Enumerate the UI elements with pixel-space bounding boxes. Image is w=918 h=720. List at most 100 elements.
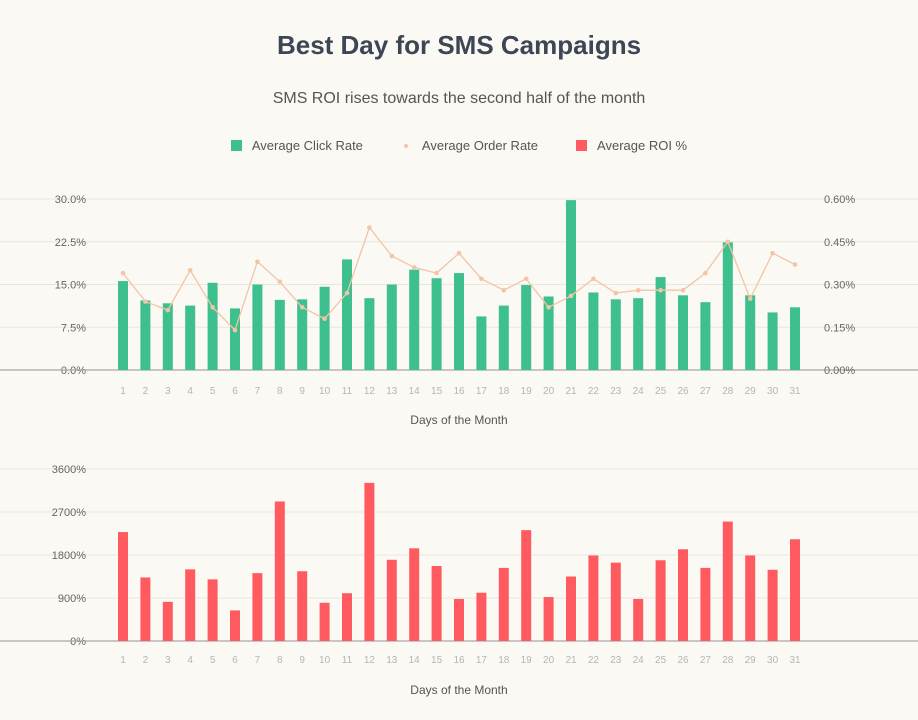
y-tick-label: 2700% bbox=[52, 507, 86, 519]
order-rate-point bbox=[344, 290, 350, 296]
bar bbox=[386, 284, 397, 370]
x-tick-label: 8 bbox=[277, 655, 283, 666]
bar bbox=[431, 278, 442, 370]
bar bbox=[118, 281, 128, 370]
x-tick-label: 26 bbox=[677, 655, 689, 666]
bar bbox=[476, 592, 487, 641]
y2-tick-label: 0.15% bbox=[824, 322, 855, 334]
order-rate-point bbox=[165, 307, 171, 313]
order-rate-point bbox=[411, 265, 417, 270]
x-tick-label: 27 bbox=[700, 386, 712, 397]
x-tick-label: 25 bbox=[655, 386, 667, 397]
bar bbox=[700, 302, 711, 370]
bar bbox=[431, 565, 442, 641]
order-rate-point bbox=[568, 293, 574, 299]
x-tick-label: 22 bbox=[588, 655, 600, 666]
bar bbox=[610, 562, 621, 641]
x-tick-label: 10 bbox=[319, 655, 331, 666]
order-rate-point bbox=[613, 290, 619, 296]
y-tick-label: 0.0% bbox=[61, 365, 86, 377]
x-tick-label: 22 bbox=[588, 386, 600, 397]
bar bbox=[454, 598, 464, 641]
bar bbox=[364, 298, 375, 370]
bar bbox=[140, 577, 151, 641]
y-tick-label: 0% bbox=[70, 636, 86, 648]
x-tick-label: 21 bbox=[565, 386, 577, 397]
x-tick-label: 27 bbox=[700, 655, 712, 666]
y-tick-label: 3600% bbox=[52, 464, 86, 476]
x-tick-label: 30 bbox=[767, 655, 779, 666]
order-rate-point bbox=[322, 316, 327, 322]
legend-swatch-roi bbox=[576, 140, 588, 151]
bar bbox=[678, 295, 688, 370]
bar bbox=[566, 576, 576, 641]
bar bbox=[297, 299, 308, 370]
x-tick-label: 5 bbox=[210, 655, 216, 666]
x-tick-label: 2 bbox=[143, 655, 149, 666]
order-rate-point bbox=[591, 276, 596, 282]
y-tick-label: 15.0% bbox=[55, 280, 86, 292]
bar bbox=[588, 292, 599, 370]
x-tick-label: 23 bbox=[610, 655, 622, 666]
x-tick-label: 17 bbox=[476, 655, 488, 666]
order-rate-point bbox=[479, 276, 484, 282]
x-tick-label: 13 bbox=[386, 386, 398, 397]
bar bbox=[745, 295, 756, 370]
order-rate-point bbox=[210, 305, 215, 310]
bar bbox=[409, 548, 420, 641]
bar bbox=[252, 573, 263, 641]
x-tick-label: 11 bbox=[342, 655, 353, 666]
order-rate-point bbox=[143, 299, 148, 304]
bar bbox=[252, 284, 263, 370]
x-tick-label: 31 bbox=[789, 386, 801, 397]
bar bbox=[319, 602, 330, 641]
bar bbox=[207, 282, 218, 370]
legend-item-roi[interactable]: Average ROI % bbox=[576, 138, 687, 153]
bar bbox=[230, 308, 240, 370]
bar bbox=[342, 593, 352, 641]
x-tick-label: 24 bbox=[633, 386, 645, 397]
bar bbox=[633, 598, 644, 641]
bar bbox=[655, 277, 666, 370]
order-rate-point bbox=[367, 225, 372, 230]
x-axis-label: Days of the Month bbox=[410, 413, 507, 427]
x-tick-label: 6 bbox=[232, 386, 238, 397]
x-tick-label: 10 bbox=[319, 386, 331, 397]
legend-item-order-rate[interactable]: Average Order Rate bbox=[401, 138, 538, 153]
x-tick-label: 16 bbox=[453, 655, 465, 666]
bar bbox=[767, 569, 778, 641]
order-rate-point bbox=[501, 287, 507, 293]
x-tick-label: 9 bbox=[299, 386, 305, 397]
bar bbox=[454, 273, 464, 370]
x-tick-label: 24 bbox=[633, 655, 645, 666]
x-tick-label: 9 bbox=[299, 655, 305, 666]
x-tick-label: 25 bbox=[655, 655, 667, 666]
legend-label-order-rate: Average Order Rate bbox=[421, 138, 539, 153]
bar bbox=[566, 200, 576, 370]
order-rate-point bbox=[389, 253, 395, 259]
bar bbox=[745, 555, 756, 641]
x-tick-label: 28 bbox=[722, 386, 734, 397]
bar bbox=[274, 501, 285, 641]
y-tick-label: 30.0% bbox=[55, 194, 86, 206]
x-tick-label: 29 bbox=[745, 386, 757, 397]
order-rate-point bbox=[299, 305, 305, 310]
bar bbox=[342, 259, 352, 370]
x-tick-label: 18 bbox=[498, 655, 510, 666]
y2-tick-label: 0.45% bbox=[824, 237, 855, 249]
legend: Average Click Rate Average Order Rate Av… bbox=[0, 138, 918, 153]
bar bbox=[230, 610, 240, 641]
chart-2: 0%900%1800%2700%3600%1 2 3 4 5 6 7 8 9 10 11 12 13 14… bbox=[0, 464, 918, 697]
chart-title: Best Day for SMS Campaigns bbox=[276, 30, 642, 60]
legend-item-click-rate[interactable]: Average Click Rate bbox=[230, 138, 363, 153]
legend-swatch-click-rate bbox=[230, 140, 242, 151]
x-tick-label: 26 bbox=[677, 386, 689, 397]
bar bbox=[476, 316, 487, 370]
y-tick-label: 1800% bbox=[52, 550, 86, 562]
bar bbox=[364, 482, 375, 641]
order-rate-point bbox=[792, 262, 798, 267]
order-rate-point bbox=[680, 287, 686, 293]
order-rate-point bbox=[523, 276, 529, 282]
x-tick-label: 14 bbox=[409, 655, 421, 666]
